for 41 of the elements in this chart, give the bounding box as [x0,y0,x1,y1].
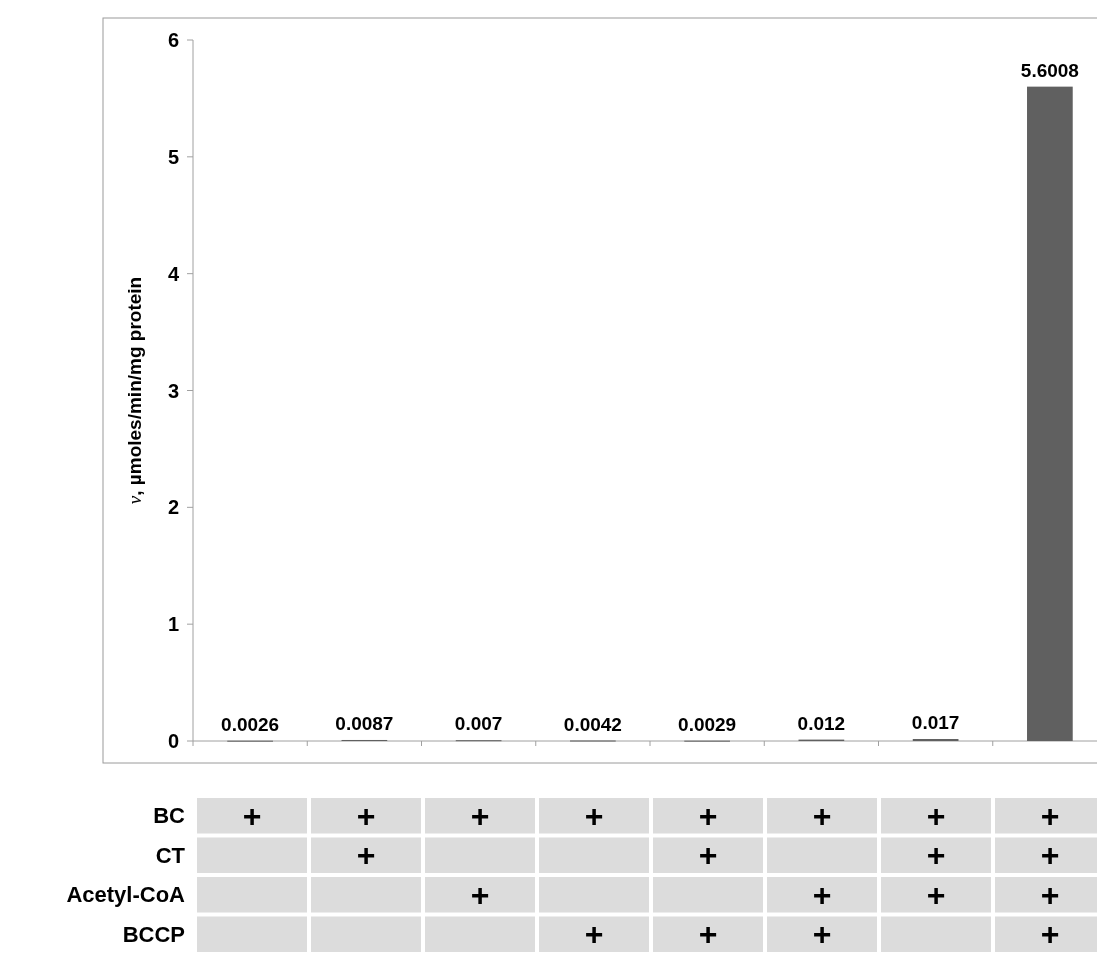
text: + [356,837,376,874]
text: + [584,916,604,953]
data-label: 0.0026 [221,713,280,735]
text: + [470,797,490,834]
bar [1027,86,1073,741]
y-tick-label: 5 [167,145,179,168]
data-label: 0.0029 [678,713,737,735]
data-label: 5.6008 [1020,59,1079,81]
data-label: 0.007 [454,713,503,735]
data-label: 0.0042 [563,713,622,735]
text: + [242,797,262,834]
y-tick-label: 1 [167,613,179,636]
y-tick-label: 2 [167,496,179,519]
y-tick-label: 6 [167,29,179,51]
text: + [1040,916,1060,953]
y-tick-label: 3 [167,379,179,402]
data-label: 0.017 [911,712,960,734]
text: + [698,837,718,874]
text: + [812,916,832,953]
text: + [1040,876,1060,913]
text: + [926,797,946,834]
text: + [812,876,832,913]
text: + [812,797,832,834]
y-axis-title: v, µmoles/min/mg protein [124,276,145,505]
y-tick-label: 4 [167,262,180,285]
text: + [698,916,718,953]
text: + [470,876,490,913]
y-tick-label: Acetyl-CoA [66,882,186,908]
y-tick-label: BC [153,803,186,829]
data-label: 0.0087 [335,712,394,734]
text: + [1040,797,1060,834]
data-label: 0.012 [797,712,846,734]
text: + [926,876,946,913]
text: + [584,797,604,834]
text: + [926,837,946,874]
text: + [356,797,376,834]
text: + [698,797,718,834]
y-tick-label: CT [155,842,186,868]
text: + [1040,837,1060,874]
y-tick-label: BCCP [122,921,185,947]
y-tick-label: 0 [167,730,179,752]
